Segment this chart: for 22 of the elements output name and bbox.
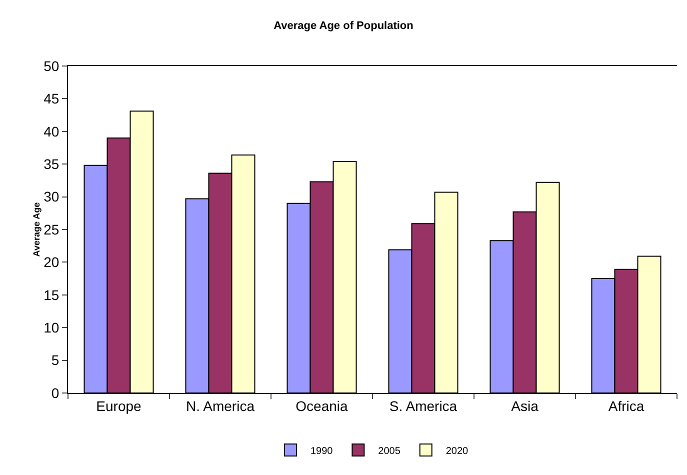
y-tick-label: 0 [51,384,60,401]
y-tick-label: 15 [44,286,60,303]
x-tick-label: Oceania [296,398,348,414]
y-tick-label: 25 [44,221,60,238]
y-tick-label: 10 [44,320,60,336]
x-tick-label: S. America [389,398,458,414]
y-tick-label: 20 [44,254,60,270]
legend-label: 1990 [310,446,334,457]
y-tick-label: 40 [44,123,60,140]
y-axis-title: Average Age [32,202,42,257]
x-tick-label: N. America [186,398,255,414]
legend-label: 2005 [378,446,401,457]
x-tick-label: Africa [608,398,644,414]
y-tick-label: 50 [44,58,60,74]
y-tick-label: 5 [51,352,60,368]
x-tick-label: Europe [96,398,142,414]
y-tick-label: 35 [44,156,60,172]
x-tick-label: Asia [511,398,539,414]
y-tick-label: 30 [44,188,60,205]
legend-label: 2020 [446,446,469,457]
y-tick-label: 45 [44,90,60,107]
chart-title: Average Age of Population [274,20,414,32]
